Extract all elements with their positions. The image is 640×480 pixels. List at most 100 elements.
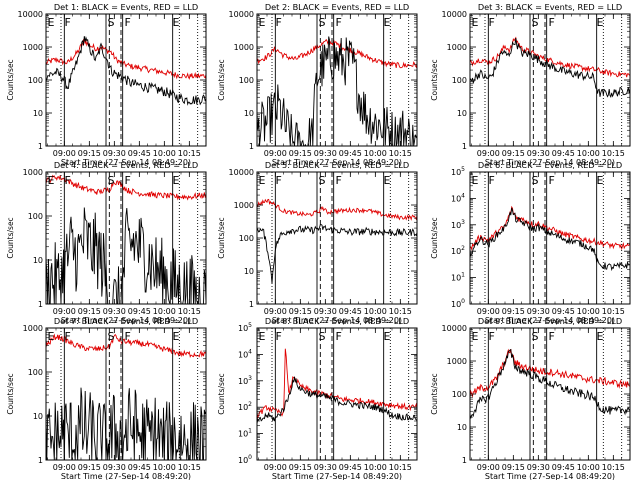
region-label: S <box>319 330 326 343</box>
x-tick-label: 10:00 <box>153 307 176 316</box>
panel-title: Det 9: BLACK = Events, RED = LLD <box>478 316 622 326</box>
y-tick-label: 10 <box>244 109 254 118</box>
y-axis-label: Counts/sec <box>430 373 439 414</box>
panel-title: Det 4: BLACK = Events, RED = LLD <box>54 160 198 170</box>
x-axis-label: Start Time (27-Sep-14 08:49:20) <box>272 158 402 167</box>
series-events-line <box>46 207 206 304</box>
panel-title: Det 1: BLACK = Events, RED = LLD <box>54 2 198 12</box>
series-lld-line <box>470 348 630 398</box>
panel-title: Det 7: BLACK = Events, RED = LLD <box>54 316 198 326</box>
series-lld-line <box>257 348 417 419</box>
x-tick-label: 10:15 <box>389 463 412 472</box>
region-label: F <box>549 16 555 29</box>
x-tick-label: 10:00 <box>577 307 600 316</box>
x-tick-label: 09:30 <box>103 463 126 472</box>
x-tick-label: 10:15 <box>602 307 625 316</box>
y-axis-label: Counts/sec <box>217 217 226 258</box>
x-axis-label: Start Time (27-Sep-14 08:49:20) <box>61 472 191 480</box>
region-label: F <box>276 16 282 29</box>
region-label: F <box>336 174 342 187</box>
y-tick-label: 103 <box>451 219 465 230</box>
y-tick-label: 10000 <box>442 324 467 333</box>
region-label: F <box>276 174 282 187</box>
region-label: E <box>173 16 180 29</box>
x-tick-label: 09:00 <box>477 463 500 472</box>
x-tick-label: 09:45 <box>339 307 362 316</box>
x-axis-label: Start Time (27-Sep-14 08:49:20) <box>272 472 402 480</box>
y-tick-label: 1 <box>249 142 254 151</box>
plot-frame <box>256 327 418 461</box>
y-tick-label: 100 <box>239 76 254 85</box>
y-tick-label: 101 <box>238 428 252 439</box>
y-tick-label: 100 <box>452 76 467 85</box>
y-tick-label: 1 <box>249 300 254 309</box>
x-tick-label: 09:15 <box>502 149 525 158</box>
y-axis-label: Counts/sec <box>430 217 439 258</box>
series-lld-line <box>46 174 206 201</box>
region-label: E <box>48 16 55 29</box>
region-label: E <box>48 174 55 187</box>
x-axis-label: Start Time (27-Sep-14 08:49:20) <box>61 158 191 167</box>
y-tick-label: 10 <box>244 267 254 276</box>
x-tick-label: 09:30 <box>314 463 337 472</box>
x-tick-label: 10:00 <box>364 307 387 316</box>
plot-area <box>46 333 206 460</box>
region-label: E <box>259 174 266 187</box>
x-tick-label: 09:15 <box>78 307 101 316</box>
x-tick-label: 10:15 <box>178 307 201 316</box>
region-label: F <box>65 174 71 187</box>
x-tick-label: 10:00 <box>153 149 176 158</box>
x-tick-label: 09:30 <box>314 307 337 316</box>
y-tick-label: 1000 <box>447 357 467 366</box>
region-label: F <box>489 174 495 187</box>
x-tick-label: 09:30 <box>527 149 550 158</box>
y-axis-label: Counts/sec <box>430 59 439 100</box>
plot-area <box>46 36 206 106</box>
y-axis-label: Counts/sec <box>6 217 15 258</box>
region-label: S <box>532 16 539 29</box>
x-tick-label: 09:00 <box>477 307 500 316</box>
y-tick-label: 105 <box>451 166 465 177</box>
region-label: F <box>276 330 282 343</box>
x-tick-label: 09:00 <box>53 307 76 316</box>
y-tick-label: 105 <box>238 322 252 333</box>
x-tick-label: 09:30 <box>314 149 337 158</box>
x-tick-label: 09:45 <box>552 463 575 472</box>
region-label: S <box>532 174 539 187</box>
y-axis-label: Counts/sec <box>217 373 226 414</box>
x-tick-label: 09:45 <box>552 307 575 316</box>
y-tick-label: 104 <box>451 192 465 203</box>
region-label: F <box>549 174 555 187</box>
region-label: E <box>472 330 479 343</box>
y-tick-label: 100 <box>239 234 254 243</box>
plot-frame <box>45 171 207 305</box>
y-tick-label: 100 <box>452 390 467 399</box>
x-tick-label: 09:00 <box>264 307 287 316</box>
x-tick-label: 09:30 <box>103 149 126 158</box>
y-tick-label: 100 <box>451 298 465 309</box>
region-label: F <box>65 16 71 29</box>
x-tick-label: 09:15 <box>502 463 525 472</box>
panel-title: Det 3: BLACK = Events, RED = LLD <box>478 2 622 12</box>
x-tick-label: 10:15 <box>602 149 625 158</box>
series-events-line <box>257 376 417 424</box>
x-tick-label: 10:00 <box>153 463 176 472</box>
y-tick-label: 1000 <box>234 201 254 210</box>
x-tick-label: 10:15 <box>178 463 201 472</box>
plot-frame <box>256 171 418 305</box>
plot-area <box>46 174 206 304</box>
y-tick-label: 10 <box>457 423 467 432</box>
x-tick-label: 09:45 <box>128 149 151 158</box>
y-axis-label: Counts/sec <box>217 59 226 100</box>
y-tick-label: 102 <box>451 245 465 256</box>
y-tick-label: 1 <box>462 142 467 151</box>
y-tick-label: 101 <box>451 272 465 283</box>
